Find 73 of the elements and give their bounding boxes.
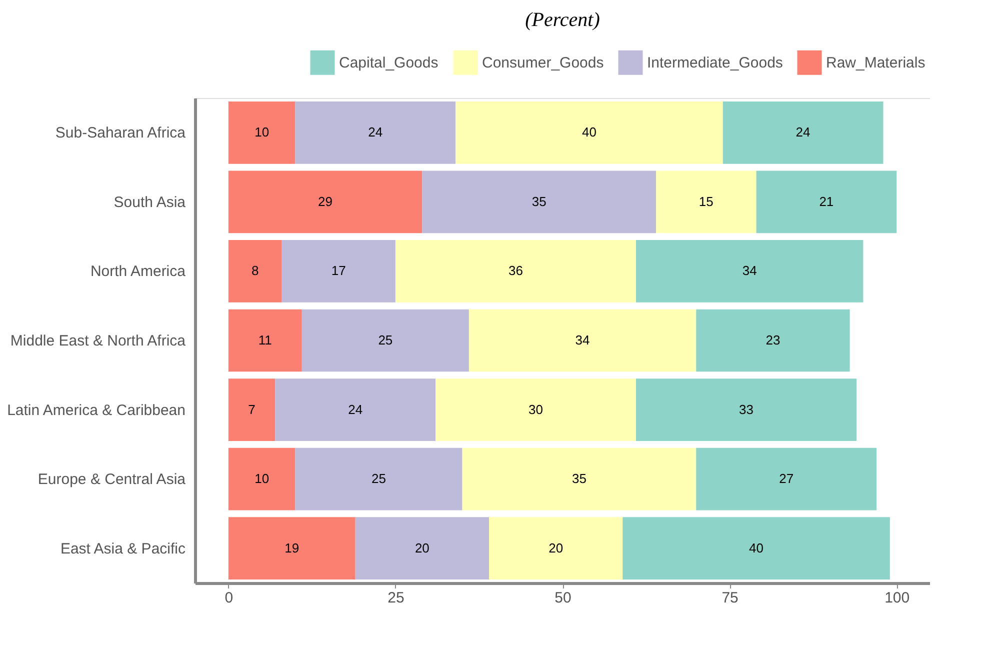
bar — [436, 378, 636, 441]
data-label: 11 — [258, 332, 272, 348]
legend-label: Consumer_Goods — [482, 54, 604, 72]
legend-label: Capital_Goods — [339, 54, 438, 72]
data-label: 34 — [575, 332, 590, 348]
bar — [456, 101, 723, 164]
bar — [275, 378, 436, 441]
data-label: 25 — [372, 471, 386, 486]
bar — [355, 517, 489, 580]
data-label: 40 — [582, 124, 596, 140]
y-tick-label: East Asia & Pacific — [60, 540, 186, 558]
bar — [468, 309, 696, 372]
data-label: 21 — [819, 194, 834, 209]
data-label: 10 — [254, 471, 270, 486]
data-label: 23 — [766, 332, 780, 348]
y-tick-label: Europe & Central Asia — [38, 471, 186, 488]
data-label: 40 — [749, 540, 764, 556]
x-tick-label: 100 — [884, 590, 910, 606]
bar — [228, 309, 302, 372]
bar — [636, 240, 864, 302]
bar — [696, 309, 850, 372]
data-label: 30 — [528, 402, 544, 417]
data-label: 17 — [331, 263, 346, 278]
bar — [228, 101, 296, 164]
data-label: 35 — [572, 471, 586, 486]
y-tick-label: Middle East & North Africa — [10, 332, 186, 350]
chart-title: (Percent) — [525, 9, 600, 31]
bar — [302, 309, 469, 372]
bar — [228, 240, 282, 302]
data-label: 33 — [739, 402, 754, 417]
data-label: 35 — [532, 194, 546, 209]
bar — [295, 101, 456, 164]
bar — [228, 378, 276, 441]
data-label: 24 — [348, 402, 363, 417]
x-tick-label: 75 — [722, 590, 738, 606]
data-label: 24 — [368, 124, 383, 140]
y-tick-label: North America — [90, 263, 186, 280]
data-label: 25 — [378, 332, 393, 348]
data-label: 24 — [796, 124, 810, 140]
data-label: 19 — [284, 540, 300, 556]
bar — [756, 170, 897, 234]
bar — [489, 517, 623, 580]
bar — [282, 240, 396, 302]
data-label: 34 — [742, 263, 757, 278]
data-label: 10 — [254, 124, 270, 140]
bar — [722, 101, 884, 164]
data-label: 29 — [318, 194, 333, 209]
data-label: 36 — [508, 263, 523, 278]
data-label: 20 — [548, 540, 564, 556]
bar — [228, 448, 296, 510]
bar — [295, 448, 462, 510]
x-tick-label: 0 — [224, 590, 234, 606]
data-label: 20 — [414, 540, 430, 556]
y-tick-label: South Asia — [114, 194, 186, 211]
y-tick-label: Sub-Saharan Africa — [55, 124, 186, 142]
data-label: 15 — [698, 194, 714, 209]
bar — [462, 448, 696, 510]
bar — [696, 448, 877, 510]
bar — [656, 170, 756, 234]
data-label: 8 — [252, 263, 259, 278]
x-tick-label: 50 — [554, 590, 572, 606]
bar — [228, 170, 422, 234]
data-label: 7 — [248, 402, 256, 417]
y-tick-label: Latin America & Caribbean — [7, 402, 186, 419]
legend-label: Raw_Materials — [826, 54, 926, 72]
x-tick-label: 25 — [388, 590, 404, 606]
bar — [622, 517, 890, 580]
bar — [228, 517, 356, 580]
bar — [395, 240, 636, 302]
bar — [422, 170, 656, 234]
bar — [636, 378, 856, 441]
data-label: 27 — [779, 471, 794, 486]
legend-label: Intermediate_Goods — [647, 54, 783, 72]
